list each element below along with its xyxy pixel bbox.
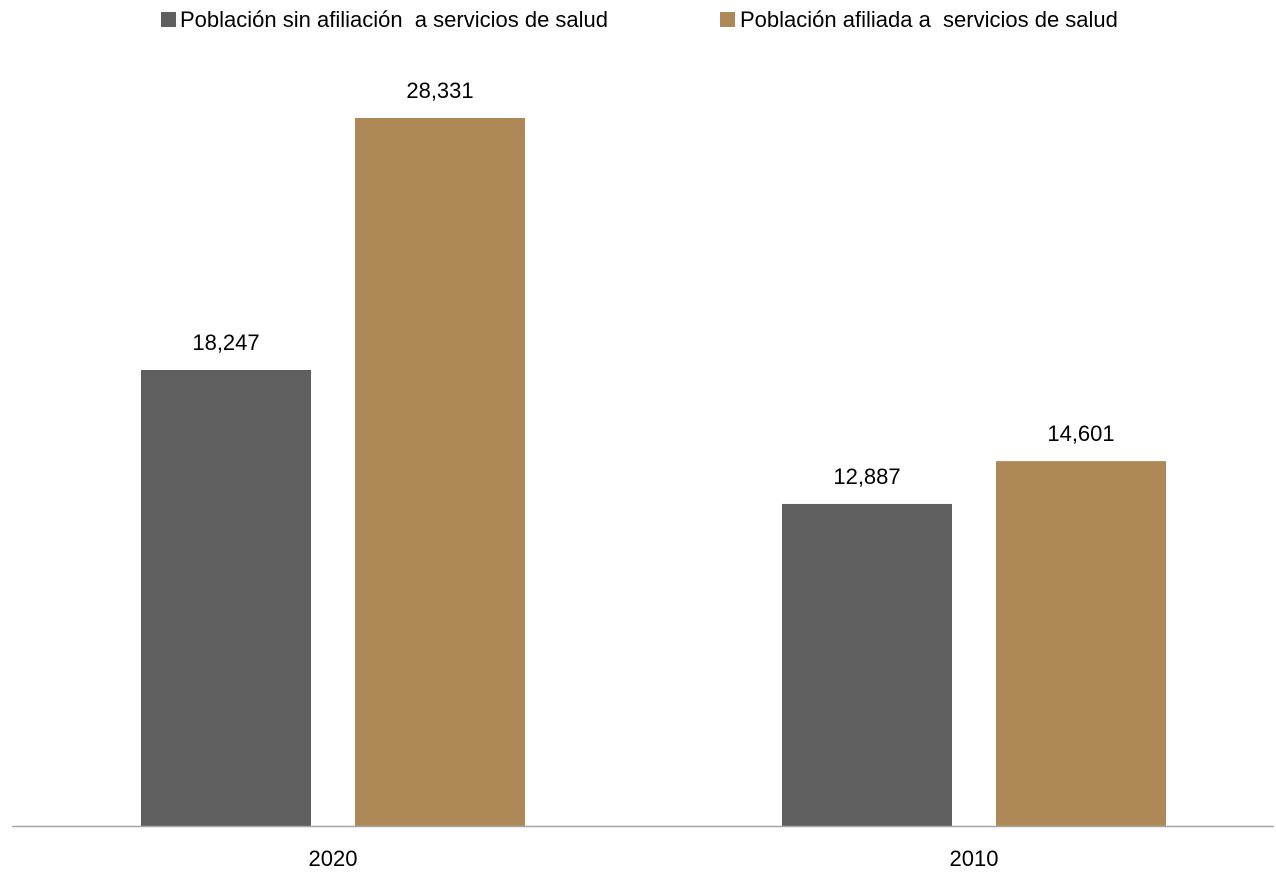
legend-label-afiliada: Población afiliada a servicios de salud — [740, 7, 1118, 32]
bar-2020-series-1 — [355, 118, 525, 826]
data-label-2010-series-0: 12,887 — [833, 464, 900, 489]
category-labels: 2020 2010 — [309, 846, 999, 871]
bar-2020-series-0 — [141, 370, 311, 826]
data-label-2020-series-0: 18,247 — [192, 330, 259, 355]
bar-2010-series-1 — [996, 461, 1166, 826]
bars-group: 18,247 28,331 12,887 14,601 — [141, 78, 1166, 826]
legend: Población sin afiliación a servicios de … — [161, 7, 1118, 32]
legend-swatch-sin-afiliacion — [161, 12, 176, 27]
data-label-2020-series-1: 28,331 — [406, 78, 473, 103]
category-label-2020: 2020 — [309, 846, 358, 871]
data-label-2010-series-1: 14,601 — [1047, 421, 1114, 446]
legend-label-sin-afiliacion: Población sin afiliación a servicios de … — [180, 7, 608, 32]
bar-2010-series-0 — [782, 503, 952, 826]
legend-swatch-afiliada — [720, 12, 735, 27]
category-label-2010: 2010 — [950, 846, 999, 871]
